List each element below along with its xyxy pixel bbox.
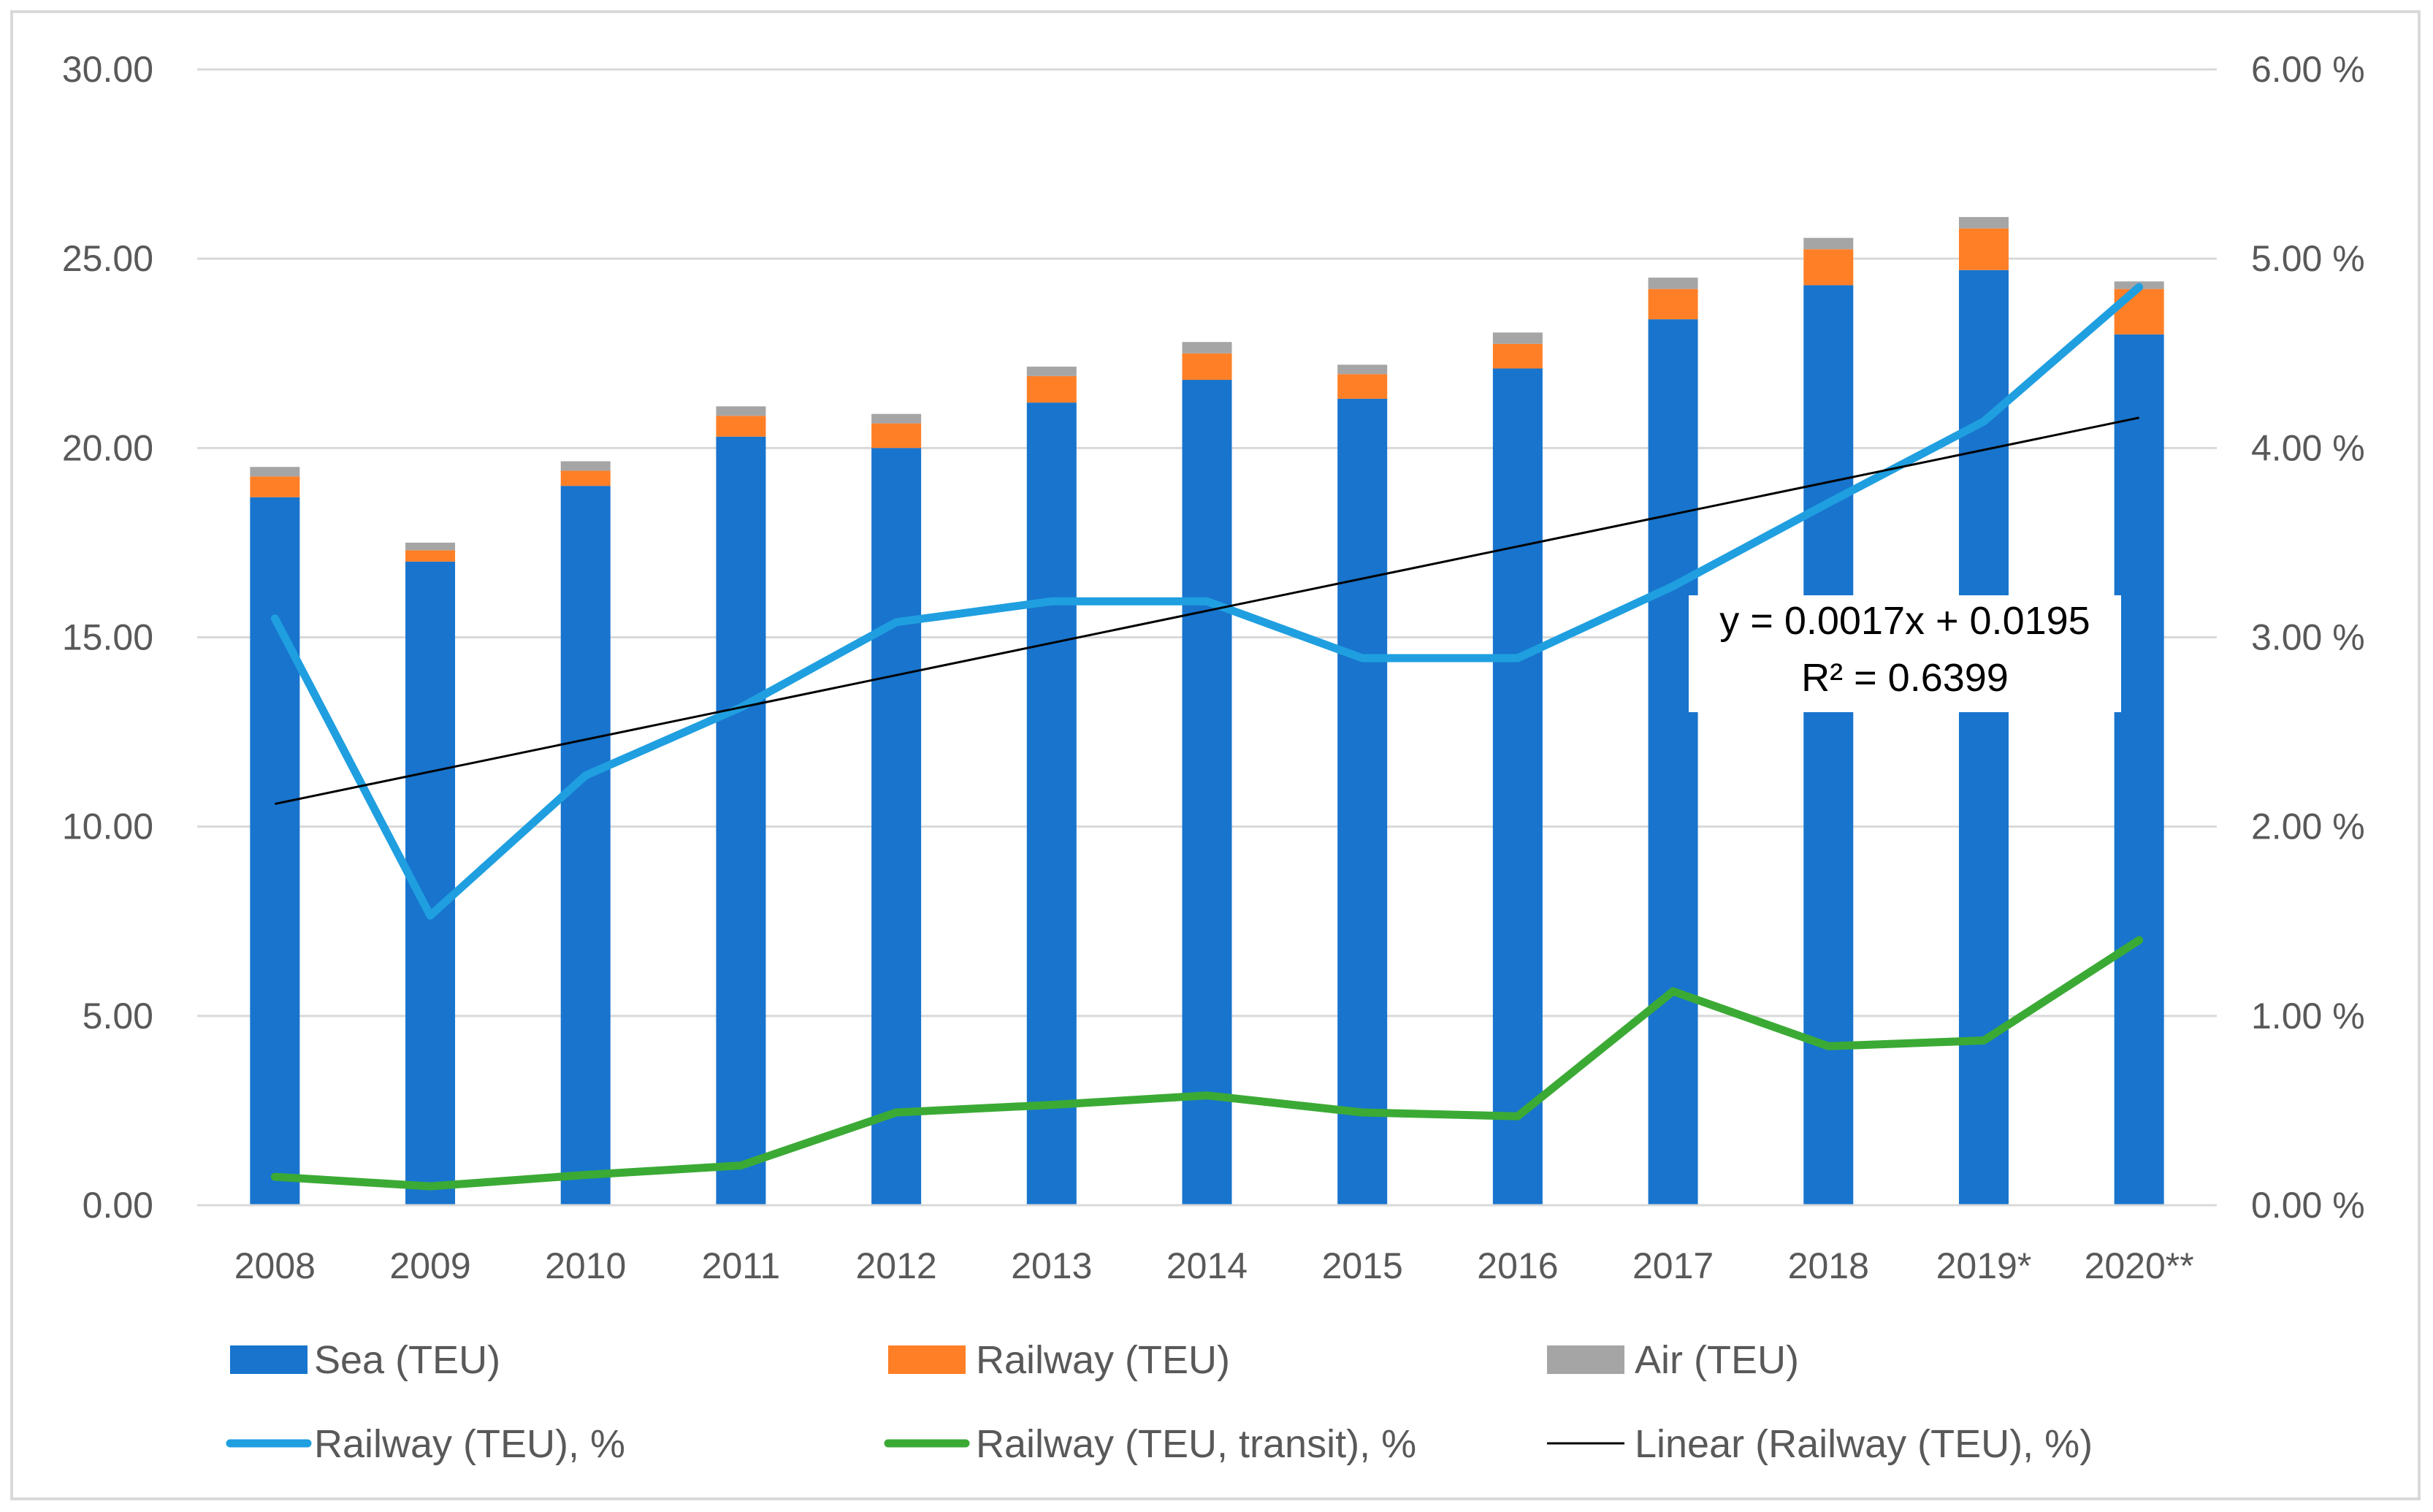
legend-swatch-railway <box>888 1345 966 1374</box>
trendline <box>275 416 2139 806</box>
bar-air <box>871 413 922 424</box>
trendline-group <box>275 416 2139 806</box>
trendline-equation: y = 0.0017x + 0.0195 <box>1719 599 2090 643</box>
bar-railway <box>1026 375 1077 403</box>
bar-railway <box>1492 343 1543 369</box>
bar-sea <box>716 436 766 1205</box>
x-tick-label: 2018 <box>1788 1245 1869 1286</box>
x-tick-label: 2019* <box>1936 1245 2032 1286</box>
y-right-tick-label: 3.00 % <box>2251 617 2365 658</box>
x-tick-label: 2011 <box>702 1245 781 1286</box>
bar-air <box>250 467 300 477</box>
x-tick-label: 2008 <box>234 1245 316 1286</box>
x-tick-label: 2010 <box>545 1245 626 1286</box>
bar-air <box>1958 217 2009 229</box>
bar-railway <box>716 416 766 437</box>
x-tick-label: 2017 <box>1632 1245 1714 1286</box>
bar-railway <box>871 423 922 448</box>
y-right-tick-label: 1.00 % <box>2251 996 2365 1036</box>
legend-label-air: Air (TEU) <box>1635 1338 1799 1382</box>
y-right-tick-label: 0.00 % <box>2251 1185 2365 1226</box>
x-tick-label: 2013 <box>1011 1245 1092 1286</box>
bar-sea <box>1492 368 1543 1205</box>
legend-label-railway: Railway (TEU) <box>976 1338 1230 1382</box>
bar-railway <box>560 470 611 486</box>
y-left-tick-label: 10.00 <box>62 806 153 847</box>
bar-air <box>1337 364 1388 375</box>
y-left-tick-label: 15.00 <box>62 617 153 658</box>
bar-air <box>1026 366 1077 376</box>
y-left-tick-label: 20.00 <box>62 427 153 468</box>
line-railway-pct <box>270 283 2144 920</box>
y-axis-right: 0.00 % 1.00 % 2.00 % 3.00 % 4.00 % 5.00 % 6.00… <box>2251 49 2365 1226</box>
legend-label-sea: Sea (TEU) <box>314 1338 500 1382</box>
bar-sea <box>1337 398 1388 1206</box>
x-axis: 2008 2009 2010 2011 2012 2013 2014 2015 2016 2017… <box>197 1204 2217 1286</box>
legend-swatch-sea <box>230 1345 308 1374</box>
bar-railway <box>1958 228 2009 270</box>
bar-sea <box>871 448 922 1206</box>
bar-railway <box>405 550 456 562</box>
y-right-tick-label: 5.00 % <box>2251 238 2365 279</box>
legend: Sea (TEU) Railway (TEU) Air (TEU) Railwa… <box>226 1338 2093 1466</box>
bar-railway <box>1648 289 1698 320</box>
legend-swatch-air <box>1547 1345 1624 1374</box>
bar-air <box>716 406 766 416</box>
x-tick-label: 2014 <box>1166 1245 1248 1286</box>
bar-air <box>560 461 611 471</box>
bar-sea <box>1648 319 1698 1206</box>
bar-sea <box>2114 334 2164 1205</box>
bar-sea <box>560 486 611 1205</box>
bar-air <box>405 542 456 551</box>
bar-railway <box>1182 353 1232 381</box>
y-right-tick-label: 6.00 % <box>2251 49 2365 90</box>
trendline-annotation: y = 0.0017x + 0.0195 R² = 0.6399 <box>1689 595 2121 712</box>
y-right-tick-label: 2.00 % <box>2251 806 2365 847</box>
legend-label-linear: Linear (Railway (TEU), %) <box>1635 1422 2093 1466</box>
x-tick-label: 2012 <box>855 1245 936 1286</box>
x-tick-label: 2020** <box>2085 1245 2194 1286</box>
line-transit-pct <box>270 936 2144 1191</box>
bar-air <box>1492 332 1543 344</box>
legend-label-transit-pct: Railway (TEU, transit), % <box>976 1422 1416 1466</box>
y-left-tick-label: 25.00 <box>62 238 153 279</box>
bar-railway <box>250 476 300 497</box>
bar-sea <box>1182 380 1232 1205</box>
bar-air <box>1803 237 1854 250</box>
x-tick-label: 2016 <box>1477 1245 1558 1286</box>
annotation-box <box>1689 595 2121 712</box>
lines <box>270 283 2144 1191</box>
bar-sea <box>1803 285 1854 1206</box>
bar-air <box>1648 278 1698 289</box>
y-left-tick-label: 0.00 <box>83 1185 153 1226</box>
bar-railway <box>1803 249 1854 286</box>
y-left-tick-label: 5.00 <box>83 996 153 1036</box>
legend-label-railway-pct: Railway (TEU), % <box>314 1422 625 1466</box>
y-left-tick-label: 30.00 <box>62 49 153 90</box>
bar-railway <box>2114 289 2164 335</box>
bar-sea <box>250 497 300 1205</box>
bar-air <box>1182 342 1232 354</box>
x-tick-label: 2015 <box>1322 1245 1403 1286</box>
bar-sea <box>1026 402 1077 1206</box>
y-axis-left: 0.00 5.00 10.00 15.00 20.00 25.00 30.00 <box>62 49 153 1226</box>
bar-railway <box>1337 374 1388 399</box>
y-right-tick-label: 4.00 % <box>2251 427 2365 468</box>
x-tick-label: 2009 <box>389 1245 470 1286</box>
trendline-r-squared: R² = 0.6399 <box>1801 656 2009 700</box>
